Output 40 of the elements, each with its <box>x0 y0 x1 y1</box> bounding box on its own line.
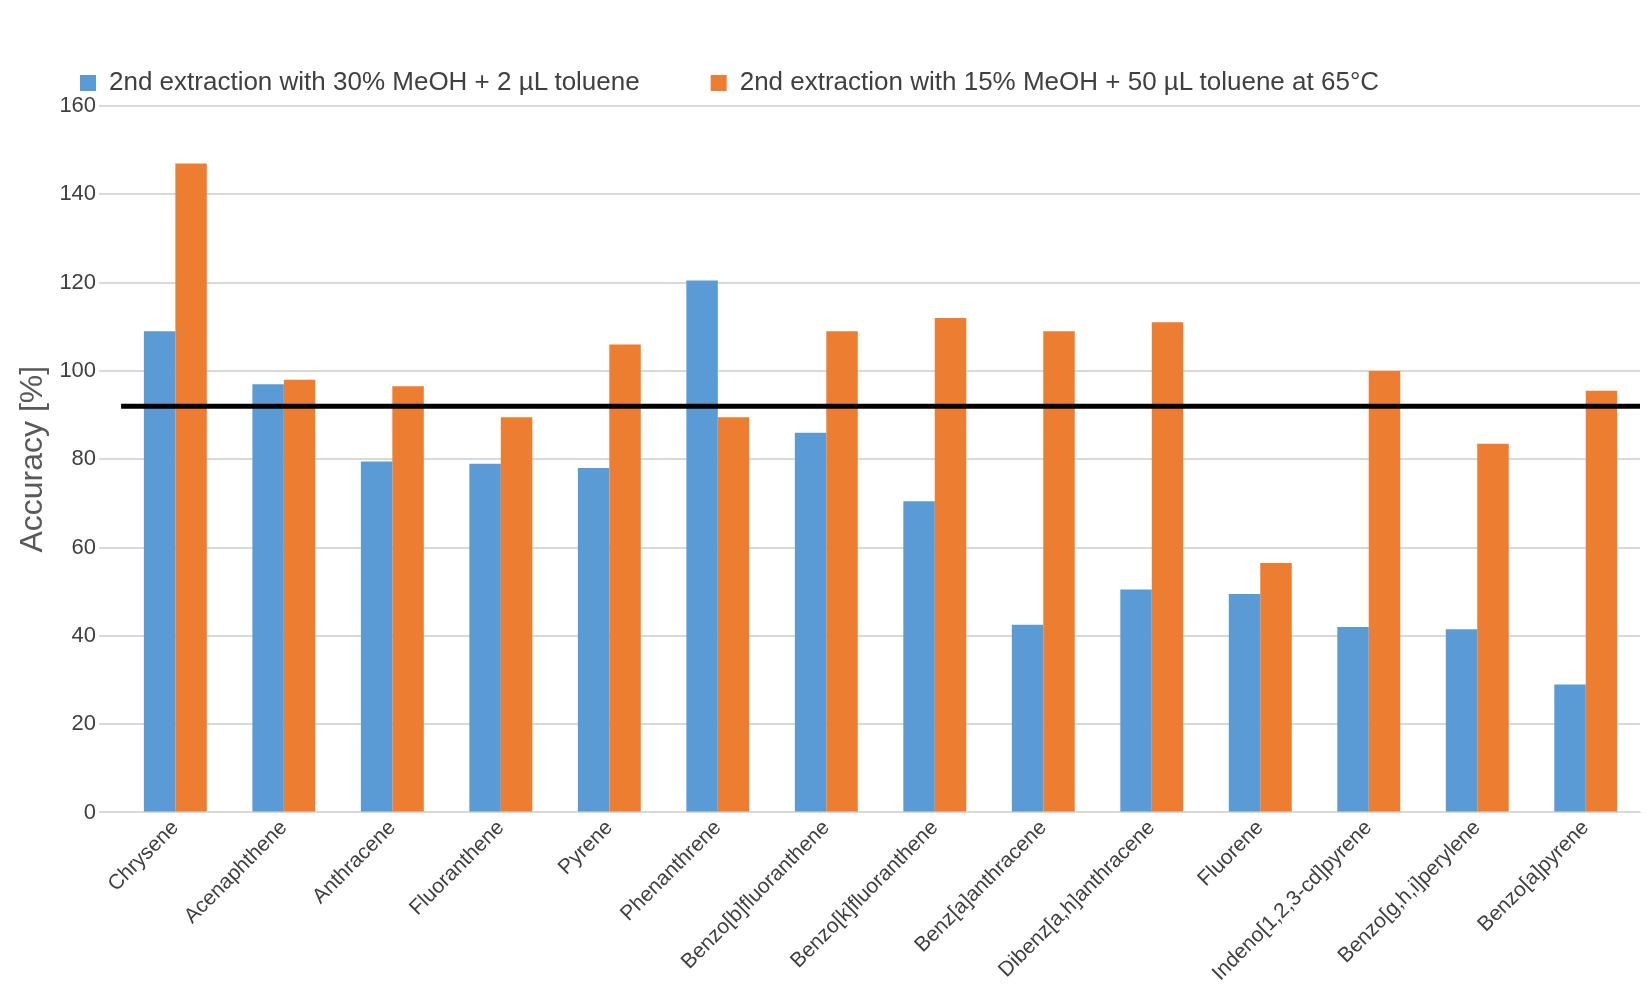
y-tick-label: 120 <box>59 268 97 294</box>
y-tick-label: 0 <box>83 798 97 824</box>
bar <box>500 417 533 812</box>
bar <box>686 280 718 812</box>
bar <box>1043 331 1075 812</box>
bar <box>609 344 641 812</box>
legend-label: 2nd extraction with 15% MeOH + 50 µL toluene at 65°C <box>739 66 1380 97</box>
bar <box>794 432 827 812</box>
bar <box>1260 562 1292 812</box>
bar <box>1120 589 1152 812</box>
bar <box>577 468 610 812</box>
y-tick-label: 140 <box>59 180 97 206</box>
y-tick-label: 80 <box>71 445 97 471</box>
bar <box>1368 370 1401 812</box>
bar <box>1337 627 1369 812</box>
bar <box>283 379 316 812</box>
bar <box>826 331 858 812</box>
bar <box>1445 629 1478 812</box>
bar <box>1554 684 1586 812</box>
y-tick-label: 20 <box>71 710 97 736</box>
bar <box>1228 593 1261 812</box>
bar <box>1011 624 1044 812</box>
bar <box>903 501 935 812</box>
bar <box>175 163 207 812</box>
bar <box>934 317 967 812</box>
bar <box>252 384 284 812</box>
bar <box>143 331 176 812</box>
bar <box>1585 390 1618 812</box>
y-tick-label: 160 <box>59 92 97 118</box>
bar <box>360 461 393 812</box>
legend-label: 2nd extraction with 30% MeOH + 2 µL toluene <box>109 66 640 97</box>
bar <box>392 386 424 812</box>
bar <box>1151 322 1184 812</box>
bar <box>469 463 501 812</box>
y-axis-title: Accuracy [%] <box>13 365 50 553</box>
y-tick-label: 60 <box>71 533 97 559</box>
y-tick-label: 40 <box>71 621 97 647</box>
bar <box>717 417 750 812</box>
bar <box>1477 443 1509 812</box>
y-tick-label: 100 <box>59 356 97 382</box>
